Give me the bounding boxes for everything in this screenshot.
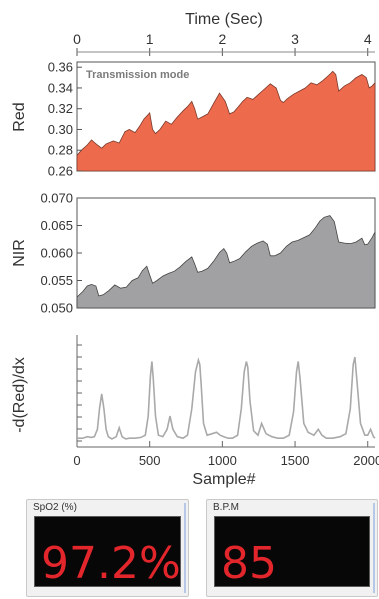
nir-y-axis-label: NIR <box>11 239 28 267</box>
nir-y-tick-label: 0.060 <box>40 246 73 261</box>
sample-tick-label: 1000 <box>208 453 237 468</box>
bpm-value: 85 <box>221 538 277 589</box>
nir-signal-area <box>76 215 376 309</box>
bpm-monitor: B.P.M 85 <box>206 499 378 597</box>
spo2-monitor-label: SpO2 (%) <box>33 502 77 513</box>
time-tick-label: 4 <box>364 31 372 47</box>
red-y-axis-label: Red <box>11 102 28 131</box>
nir-y-tick-label: 0.070 <box>40 191 73 206</box>
red-y-tick-label: 0.36 <box>48 60 73 75</box>
time-tick-label: 2 <box>218 31 226 47</box>
time-tick-label: 1 <box>146 31 154 47</box>
bpm-monitor-label: B.P.M <box>213 502 239 513</box>
red-signal-area <box>76 70 376 172</box>
sample-tick-label: 0 <box>73 453 80 468</box>
sample-axis-ticks: 0 500 1000 1500 2000 <box>73 441 379 468</box>
sample-tick-label: 500 <box>139 453 161 468</box>
nir-plot: 0.050 0.055 0.060 0.065 0.070 NIR <box>11 191 376 316</box>
red-plot: Transmission mode 0.260.280.300.320.340.… <box>11 60 376 179</box>
red-y-tick-label: 0.34 <box>48 80 73 95</box>
derivative-signal-line <box>77 356 376 440</box>
red-y-tick-label: 0.32 <box>48 101 73 116</box>
time-axis-title: Time (Sec) <box>185 11 263 28</box>
red-y-tick-label: 0.30 <box>48 122 73 137</box>
sample-tick-label: 1500 <box>281 453 310 468</box>
time-tick-label: 3 <box>291 31 299 47</box>
spo2-monitor: SpO2 (%) 97.2% <box>26 499 189 597</box>
bpm-monitor-rail <box>373 503 375 593</box>
bpm-monitor-screen: 85 <box>214 516 370 589</box>
time-tick-label: 0 <box>73 31 81 47</box>
derivative-y-ticks <box>77 344 82 442</box>
derivative-y-axis-label: -d(Red)/dx <box>11 357 28 433</box>
nir-y-tick-label: 0.055 <box>40 273 73 288</box>
spo2-monitor-rail <box>184 503 186 593</box>
spo2-monitor-screen: 97.2% <box>34 516 181 589</box>
sample-tick-label: 2000 <box>353 453 379 468</box>
red-y-tick-label: 0.26 <box>48 164 73 179</box>
red-y-tick-label: 0.28 <box>48 143 73 158</box>
time-axis-ticks: 0 1 2 3 4 <box>73 31 375 56</box>
derivative-plot: 0 500 1000 1500 2000 -d(Red)/dx Sample# <box>11 335 379 488</box>
sample-axis-title: Sample# <box>192 471 255 488</box>
nir-y-tick-label: 0.050 <box>40 301 73 316</box>
spo2-value: 97.2% <box>41 538 181 589</box>
transmission-mode-annotation: Transmission mode <box>86 69 189 81</box>
nir-y-tick-label: 0.065 <box>40 218 73 233</box>
red-y-ticks: 0.26 0.28 0.30 0.32 0.34 0.36 <box>48 60 82 179</box>
nir-y-ticks: 0.050 0.055 0.060 0.065 0.070 <box>40 191 82 316</box>
